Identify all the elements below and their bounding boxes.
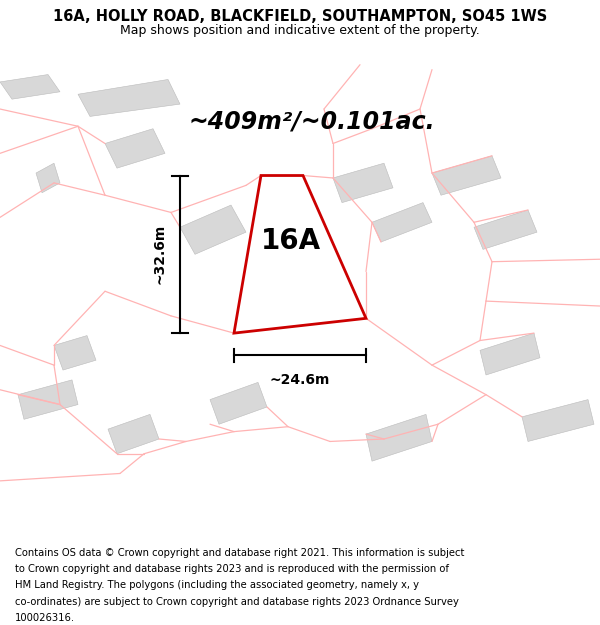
Polygon shape: [333, 163, 393, 202]
Polygon shape: [480, 333, 540, 375]
Text: HM Land Registry. The polygons (including the associated geometry, namely x, y: HM Land Registry. The polygons (includin…: [15, 581, 419, 591]
Text: 16A, HOLLY ROAD, BLACKFIELD, SOUTHAMPTON, SO45 1WS: 16A, HOLLY ROAD, BLACKFIELD, SOUTHAMPTON…: [53, 9, 547, 24]
Text: Map shows position and indicative extent of the property.: Map shows position and indicative extent…: [120, 24, 480, 37]
Polygon shape: [258, 242, 321, 286]
Polygon shape: [108, 414, 159, 454]
Polygon shape: [372, 202, 432, 242]
Text: Contains OS data © Crown copyright and database right 2021. This information is : Contains OS data © Crown copyright and d…: [15, 548, 464, 558]
Polygon shape: [234, 176, 366, 333]
Text: to Crown copyright and database rights 2023 and is reproduced with the permissio: to Crown copyright and database rights 2…: [15, 564, 449, 574]
Polygon shape: [432, 156, 501, 195]
Polygon shape: [0, 74, 60, 99]
Polygon shape: [105, 129, 165, 168]
Polygon shape: [474, 210, 537, 249]
Text: co-ordinates) are subject to Crown copyright and database rights 2023 Ordnance S: co-ordinates) are subject to Crown copyr…: [15, 596, 459, 606]
Polygon shape: [18, 380, 78, 419]
Text: 16A: 16A: [261, 227, 321, 255]
Polygon shape: [36, 163, 60, 192]
Polygon shape: [54, 336, 96, 370]
Text: ~409m²/~0.101ac.: ~409m²/~0.101ac.: [188, 109, 436, 133]
Polygon shape: [78, 79, 180, 116]
Polygon shape: [522, 399, 594, 441]
Polygon shape: [366, 414, 432, 461]
Text: ~32.6m: ~32.6m: [153, 224, 167, 284]
Text: ~24.6m: ~24.6m: [270, 372, 330, 386]
Text: 100026316.: 100026316.: [15, 612, 75, 622]
Polygon shape: [210, 382, 267, 424]
Polygon shape: [180, 205, 246, 254]
